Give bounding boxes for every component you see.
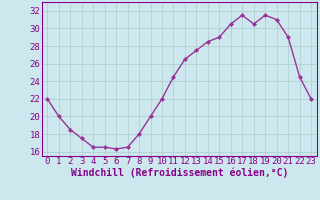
X-axis label: Windchill (Refroidissement éolien,°C): Windchill (Refroidissement éolien,°C) (70, 168, 288, 178)
